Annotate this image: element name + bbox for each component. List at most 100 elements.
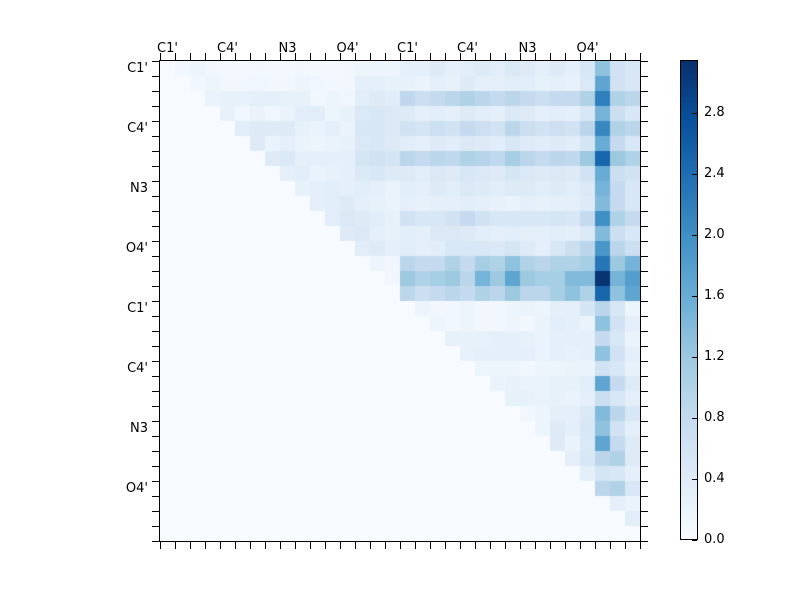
colorbar-tick-label: 0.4	[704, 471, 725, 486]
axis-tick	[641, 91, 648, 92]
axis-tick	[175, 542, 176, 549]
y-axis-label: C4'	[127, 361, 148, 376]
axis-tick	[220, 53, 221, 60]
axis-tick	[385, 53, 386, 60]
axis-tick	[641, 121, 648, 122]
axis-tick	[641, 316, 648, 317]
x-axis-label: C4'	[217, 41, 238, 56]
axis-tick	[152, 406, 159, 407]
axis-tick	[152, 346, 159, 347]
axis-tick	[152, 316, 159, 317]
colorbar-tick-label: 0.0	[704, 532, 725, 547]
axis-tick	[152, 301, 159, 302]
axis-tick	[610, 542, 611, 549]
axis-tick	[641, 361, 648, 362]
axis-tick	[205, 53, 206, 60]
colorbar-tick	[692, 479, 697, 480]
axis-tick	[625, 53, 626, 60]
axis-tick	[641, 271, 648, 272]
axis-tick	[460, 53, 461, 60]
axis-tick	[235, 542, 236, 549]
axis-tick	[280, 542, 281, 549]
axis-tick	[152, 136, 159, 137]
axis-tick	[220, 542, 221, 549]
axis-tick	[641, 346, 648, 347]
colorbar-tick	[692, 357, 697, 358]
axis-tick	[641, 391, 648, 392]
x-axis-label: C4'	[457, 41, 478, 56]
colorbar-tick-label: 2.8	[704, 105, 725, 120]
axis-tick	[641, 541, 648, 542]
axis-tick	[152, 166, 159, 167]
axis-tick	[152, 181, 159, 182]
axis-tick	[595, 53, 596, 60]
axis-tick	[310, 53, 311, 60]
axis-tick	[505, 542, 506, 549]
axis-tick	[160, 53, 161, 60]
axis-tick	[641, 61, 648, 62]
axis-tick	[152, 361, 159, 362]
axis-tick	[641, 526, 648, 527]
axis-tick	[490, 53, 491, 60]
axis-tick	[152, 76, 159, 77]
y-axis-label: C1'	[127, 61, 148, 76]
x-axis-label: O4'	[576, 41, 599, 56]
axis-tick	[385, 542, 386, 549]
colorbar-tick-label: 0.8	[704, 410, 725, 425]
axis-tick	[641, 451, 648, 452]
axis-tick	[152, 421, 159, 422]
axis-tick	[520, 53, 521, 60]
axis-tick	[152, 376, 159, 377]
x-axis-label: C1'	[157, 41, 178, 56]
axis-tick	[190, 542, 191, 549]
colorbar-tick	[692, 174, 697, 175]
axis-tick	[580, 53, 581, 60]
axis-tick	[641, 136, 648, 137]
axis-tick	[152, 511, 159, 512]
axis-tick	[152, 226, 159, 227]
axis-tick	[175, 53, 176, 60]
x-axis-label: N3	[278, 41, 297, 56]
axis-tick	[625, 542, 626, 549]
axis-tick	[520, 542, 521, 549]
colorbar-tick-label: 1.2	[704, 349, 725, 364]
x-axis-label: C1'	[397, 41, 418, 56]
axis-tick	[152, 121, 159, 122]
axis-tick	[152, 451, 159, 452]
axis-tick	[641, 166, 648, 167]
axis-tick	[265, 542, 266, 549]
axis-tick	[370, 53, 371, 60]
axis-tick	[310, 542, 311, 549]
colorbar-tick	[692, 296, 697, 297]
axis-tick	[355, 53, 356, 60]
axis-tick	[152, 211, 159, 212]
axis-tick	[641, 421, 648, 422]
axis-tick	[340, 53, 341, 60]
axis-tick	[641, 106, 648, 107]
axis-tick	[641, 481, 648, 482]
axis-tick	[640, 53, 641, 60]
colorbar-tick-label: 2.4	[704, 166, 725, 181]
axis-tick	[641, 196, 648, 197]
axis-tick	[475, 542, 476, 549]
colorbar-tick-label: 1.6	[704, 288, 725, 303]
axis-tick	[152, 436, 159, 437]
axis-tick	[280, 53, 281, 60]
axis-tick	[641, 211, 648, 212]
axis-tick	[152, 241, 159, 242]
axis-tick	[160, 542, 161, 549]
axis-tick	[595, 542, 596, 549]
y-axis-label: C4'	[127, 121, 148, 136]
axis-tick	[641, 241, 648, 242]
axis-tick	[641, 331, 648, 332]
axis-tick	[152, 286, 159, 287]
axis-tick	[152, 91, 159, 92]
axis-tick	[190, 53, 191, 60]
axis-tick	[641, 226, 648, 227]
colorbar-tick	[692, 540, 697, 541]
axis-tick	[152, 481, 159, 482]
axis-tick	[295, 542, 296, 549]
heatmap-canvas	[160, 61, 640, 541]
axis-tick	[430, 542, 431, 549]
